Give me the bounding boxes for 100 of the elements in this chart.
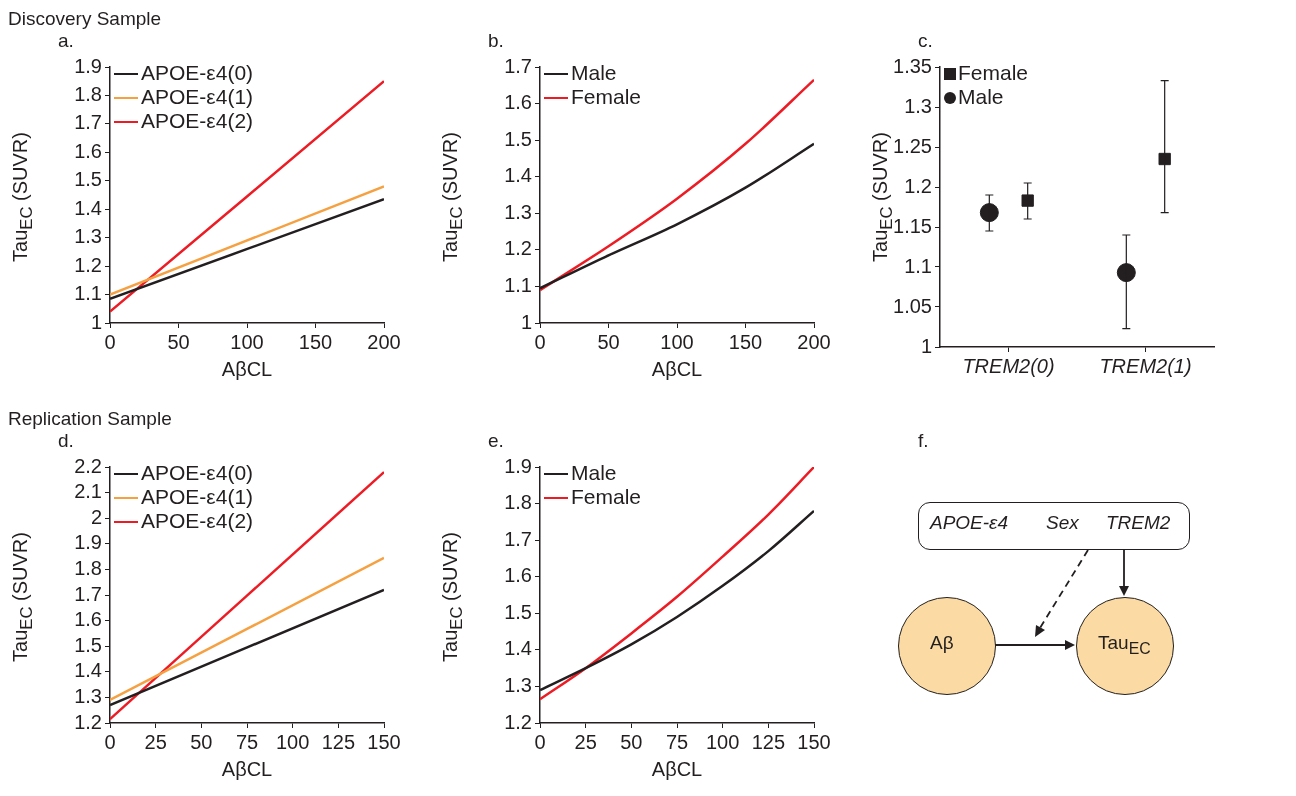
x-tick-label: 50 (190, 730, 213, 753)
x-axis-title: AβCL (651, 357, 703, 380)
legend-label: Male (958, 85, 1004, 108)
y-tick-label: 1.05 (893, 294, 932, 317)
y-tick-label: 1.9 (74, 54, 102, 77)
legend-label: APOE-ε4(2) (141, 109, 254, 132)
x-tick-label: 150 (367, 730, 401, 753)
chart-title: d. (58, 430, 74, 451)
x-tick-label: 0 (104, 330, 116, 353)
chart-title: a. (58, 30, 74, 51)
legend-label: Male (571, 461, 617, 484)
text: f. (918, 430, 929, 451)
text: TREM2 (1106, 512, 1171, 533)
x-tick-label: 125 (751, 730, 786, 753)
x-tick-label: 200 (367, 330, 401, 353)
x-tick-label: 150 (797, 730, 831, 753)
legend-label: APOE-ε4(1) (141, 85, 254, 108)
y-tick-label: 1.6 (504, 564, 532, 587)
legend-label: APOE-ε4(1) (141, 485, 254, 508)
y-tick-label: 1.35 (893, 54, 932, 77)
legend-label: APOE-ε4(0) (141, 461, 254, 484)
y-tick-label: 2.1 (74, 480, 102, 503)
y-tick-label: 1.5 (74, 168, 102, 191)
y-tick-label: 1.8 (74, 556, 102, 579)
chart-title: b. (488, 30, 504, 51)
legend-label: Female (958, 61, 1029, 84)
x-tick-label: 200 (797, 330, 831, 353)
x-tick-label: 0 (534, 330, 546, 353)
y-tick-label: 1.2 (74, 710, 102, 733)
y-tick-label: 1.3 (504, 200, 532, 223)
x-tick-label: TREM2(1) (1099, 354, 1192, 377)
legend-label: Female (571, 485, 642, 508)
y-tick-label: 1.2 (74, 253, 102, 276)
x-tick-label: 0 (534, 730, 546, 753)
y-tick-label: 1 (920, 334, 932, 357)
text: Discovery Sample (8, 8, 162, 29)
x-tick-label: TREM2(0) (962, 354, 1055, 377)
y-tick-label: 1.9 (504, 454, 532, 477)
y-tick-label: 1.4 (74, 659, 102, 682)
y-tick-label: 2.2 (74, 454, 102, 477)
y-tick-label: 1.4 (74, 196, 102, 219)
x-tick-label: 150 (728, 330, 763, 353)
x-tick-label: 25 (574, 730, 597, 753)
y-tick-label: 1.25 (893, 134, 932, 157)
x-tick-label: 50 (167, 330, 190, 353)
y-tick-label: 1.2 (504, 237, 532, 260)
y-tick-label: 1.15 (893, 214, 932, 237)
x-tick-label: 100 (275, 730, 310, 753)
y-tick-label: 1.7 (504, 54, 532, 77)
text: Aβ (930, 632, 954, 653)
y-tick-label: 1.3 (904, 94, 932, 117)
y-tick-label: 1.5 (74, 633, 102, 656)
x-tick-label: 0 (104, 730, 116, 753)
text: APOE-ε4 (930, 512, 1009, 533)
x-tick-label: 100 (705, 730, 740, 753)
y-tick-label: 1 (520, 310, 532, 333)
chart-title: e. (488, 430, 504, 451)
y-tick-label: 1.2 (904, 174, 932, 197)
y-tick-label: 1.4 (504, 164, 532, 187)
y-tick-label: 1.4 (504, 637, 532, 660)
chart-title: c. (918, 30, 933, 51)
x-tick-label: 75 (235, 730, 259, 753)
y-tick-label: 1.1 (904, 254, 932, 277)
x-tick-label: 75 (665, 730, 689, 753)
y-tick-label: 1.6 (74, 608, 102, 631)
legend-label: APOE-ε4(2) (141, 509, 254, 532)
legend-label: APOE-ε4(0) (141, 61, 254, 84)
line-series (540, 467, 814, 701)
y-tick-label: 1.3 (74, 684, 102, 707)
y-tick-label: 1.7 (504, 527, 532, 550)
x-tick-label: 125 (321, 730, 356, 753)
y-tick-label: 1.7 (74, 582, 102, 605)
y-tick-label: 1.7 (74, 111, 102, 134)
y-tick-label: 1.1 (74, 282, 102, 305)
y-tick-label: 1.3 (504, 673, 532, 696)
x-axis-title: AβCL (221, 357, 273, 380)
legend-label: Male (571, 61, 617, 84)
y-tick-label: 1.6 (74, 139, 102, 162)
y-tick-label: 1.8 (74, 82, 102, 105)
x-axis-title: AβCL (651, 757, 703, 780)
text: Tau$_{EC}$ (1098, 632, 1151, 657)
y-tick-label: 1.1 (504, 273, 532, 296)
x-tick-label: 25 (144, 730, 167, 753)
y-tick-label: 1.6 (504, 91, 532, 114)
x-tick-label: 50 (597, 330, 620, 353)
x-tick-label: 150 (298, 330, 333, 353)
y-tick-label: 1.8 (504, 491, 532, 514)
text: Sex (1046, 512, 1079, 533)
y-tick-label: 1.2 (504, 710, 532, 733)
y-tick-label: 2 (90, 505, 102, 528)
y-tick-label: 1 (90, 310, 102, 333)
x-tick-label: 100 (230, 330, 264, 353)
y-tick-label: 1.9 (74, 531, 102, 554)
line-series (540, 78, 814, 292)
x-axis-title: AβCL (221, 757, 273, 780)
text: Replication Sample (8, 408, 172, 429)
x-tick-label: 50 (620, 730, 643, 753)
y-tick-label: 1.5 (504, 127, 532, 150)
x-tick-label: 100 (660, 330, 694, 353)
y-tick-label: 1.5 (504, 600, 532, 623)
